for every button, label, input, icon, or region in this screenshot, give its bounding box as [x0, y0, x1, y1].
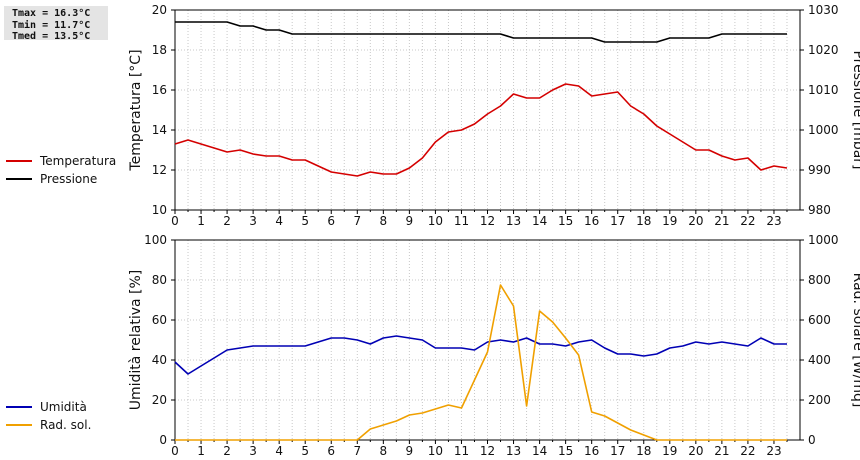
x-tick-label: 3	[249, 214, 257, 228]
y2-tick-label: 1000	[808, 233, 839, 247]
y-axis-title: Umidità relativa [%]	[128, 270, 144, 411]
legend-swatch-temperatura	[6, 160, 32, 162]
x-tick-label: 7	[353, 214, 361, 228]
stats-box: Tmax = 16.3°C Tmin = 11.7°C Tmed = 13.5°…	[4, 6, 108, 42]
y-tick-label: 12	[152, 163, 167, 177]
x-tick-label: 14	[532, 444, 547, 458]
x-tick-label: 18	[636, 214, 651, 228]
x-tick-label: 20	[688, 214, 703, 228]
legend-item-radsol: Rad. sol.	[6, 416, 91, 434]
legend-top: Temperatura Pressione	[6, 152, 116, 188]
x-tick-label: 9	[406, 214, 414, 228]
x-tick-label: 13	[506, 444, 521, 458]
x-tick-label: 12	[480, 214, 495, 228]
x-tick-label: 2	[223, 444, 231, 458]
legend-item-pressione: Pressione	[6, 170, 116, 188]
x-tick-label: 10	[428, 444, 443, 458]
tmax-text: Tmax = 16.3°C	[12, 8, 91, 19]
y2-tick-label: 980	[808, 203, 831, 217]
x-tick-label: 4	[275, 444, 283, 458]
legend-label-pressione: Pressione	[40, 172, 98, 186]
x-tick-label: 1	[197, 214, 205, 228]
x-tick-label: 18	[636, 444, 651, 458]
x-tick-label: 13	[506, 214, 521, 228]
x-tick-label: 21	[714, 444, 729, 458]
legend-swatch-pressione	[6, 178, 32, 180]
x-tick-label: 7	[353, 444, 361, 458]
y2-tick-label: 200	[808, 393, 831, 407]
x-tick-label: 6	[327, 214, 335, 228]
x-tick-label: 11	[454, 214, 469, 228]
y-tick-label: 60	[152, 313, 167, 327]
y-axis-title: Temperatura [°C]	[128, 49, 144, 171]
x-tick-label: 22	[740, 214, 755, 228]
x-tick-label: 4	[275, 214, 283, 228]
y2-tick-label: 800	[808, 273, 831, 287]
tmin-text: Tmin = 11.7°C	[12, 19, 91, 31]
legend-label-radsol: Rad. sol.	[40, 418, 92, 432]
series-line-0-0	[174, 83, 788, 177]
legend-label-temperatura: Temperatura	[40, 154, 117, 168]
x-tick-label: 5	[301, 214, 309, 228]
y-tick-label: 40	[152, 353, 167, 367]
series-line-1-0	[174, 335, 787, 375]
x-tick-label: 3	[249, 444, 257, 458]
x-tick-label: 1	[197, 444, 205, 458]
y-tick-label: 80	[152, 273, 167, 287]
x-tick-label: 10	[428, 214, 443, 228]
y-tick-label: 18	[152, 43, 167, 57]
x-tick-label: 16	[584, 214, 599, 228]
x-tick-label: 5	[301, 444, 309, 458]
x-tick-label: 6	[327, 444, 335, 458]
legend-label-umidita: Umidità	[40, 400, 87, 414]
x-tick-label: 23	[766, 214, 781, 228]
series-line-0-1	[175, 21, 787, 43]
x-tick-label: 23	[766, 444, 781, 458]
x-tick-label: 17	[610, 214, 625, 228]
legend-swatch-radsol	[6, 424, 32, 426]
y2-tick-label: 1020	[808, 43, 839, 57]
x-tick-label: 15	[558, 444, 573, 458]
y-tick-label: 14	[152, 123, 167, 137]
x-tick-label: 0	[171, 214, 179, 228]
y2-axis-title: Pressione [mbar]	[850, 50, 860, 169]
y2-axis-title: Rad. solare [W/mq]	[850, 273, 860, 408]
x-tick-label: 16	[584, 444, 599, 458]
y-tick-label: 0	[159, 433, 167, 447]
x-tick-label: 17	[610, 444, 625, 458]
y-tick-label: 100	[144, 233, 167, 247]
tmed-text: Tmed = 13.5°C	[12, 31, 91, 42]
legend-swatch-umidita	[6, 406, 32, 408]
y-tick-label: 10	[152, 203, 167, 217]
y2-tick-label: 1010	[808, 83, 839, 97]
series-line-1-1	[175, 284, 787, 441]
x-tick-label: 19	[662, 444, 677, 458]
y-tick-label: 20	[152, 393, 167, 407]
x-tick-label: 11	[454, 444, 469, 458]
y2-tick-label: 990	[808, 163, 831, 177]
y-tick-label: 16	[152, 83, 167, 97]
x-tick-label: 14	[532, 214, 547, 228]
x-tick-label: 12	[480, 444, 495, 458]
x-tick-label: 15	[558, 214, 573, 228]
x-tick-label: 8	[380, 214, 388, 228]
x-tick-label: 9	[406, 444, 414, 458]
y-tick-label: 20	[152, 3, 167, 17]
x-tick-label: 2	[223, 214, 231, 228]
x-tick-label: 20	[688, 444, 703, 458]
x-tick-label: 0	[171, 444, 179, 458]
x-tick-label: 19	[662, 214, 677, 228]
x-tick-label: 8	[380, 444, 388, 458]
legend-bottom-main: Umidità Rad. sol.	[6, 398, 91, 434]
legend-item-temperatura: Temperatura	[6, 152, 116, 170]
y2-tick-label: 400	[808, 353, 831, 367]
legend-item-umidita: Umidità	[6, 398, 91, 416]
x-tick-label: 22	[740, 444, 755, 458]
y2-tick-label: 600	[808, 313, 831, 327]
y2-tick-label: 1000	[808, 123, 839, 137]
y2-tick-label: 1030	[808, 3, 839, 17]
y2-tick-label: 0	[808, 433, 816, 447]
x-tick-label: 21	[714, 214, 729, 228]
